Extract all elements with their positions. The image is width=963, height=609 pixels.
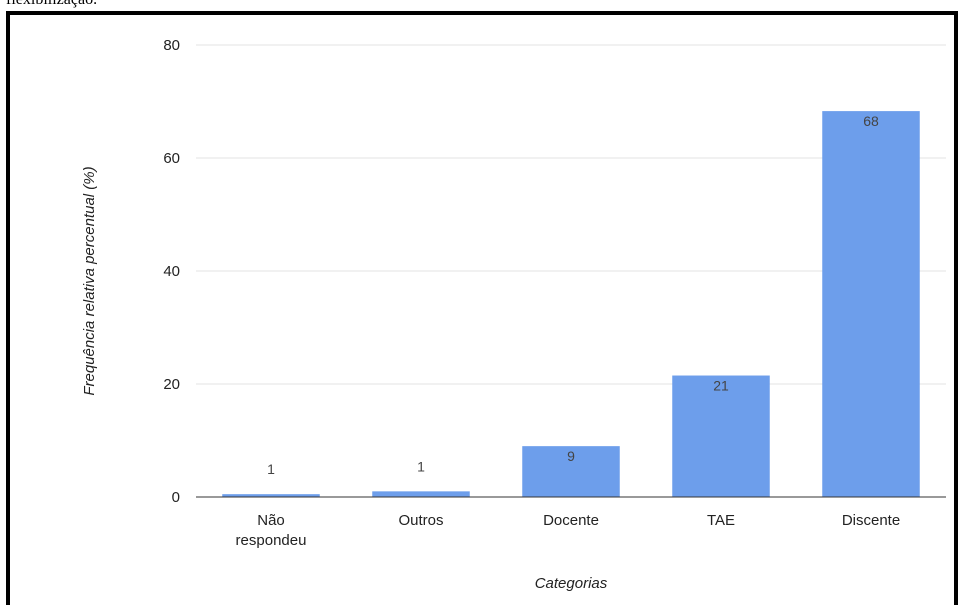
- grid-lines: [196, 44, 946, 385]
- page-text-fragment: flexibilização.: [6, 0, 97, 10]
- y-axis-title: Frequência relativa percentual (%): [81, 166, 98, 395]
- x-tick-label: Outros: [398, 512, 443, 529]
- x-axis-ticks: Não respondeu Outros Docente TAE Discente: [236, 512, 901, 549]
- x-tick-label: Docente: [543, 512, 599, 529]
- bar-data-label: 21: [713, 378, 729, 394]
- x-tick-label: TAE: [707, 512, 735, 529]
- bar: [822, 111, 920, 497]
- bar: [672, 375, 770, 497]
- y-tick-label: 80: [163, 37, 180, 54]
- bar-data-label: 1: [267, 461, 275, 477]
- x-axis-title: Categorias: [535, 575, 608, 592]
- y-tick-label: 60: [163, 150, 180, 167]
- chart-frame: 1 1 9 21 68 0 20 40 60 80 Não respondeu Outros Doce…: [6, 11, 958, 605]
- bar: [222, 494, 320, 497]
- bar: [372, 491, 470, 497]
- y-tick-label: 20: [163, 376, 180, 393]
- data-labels: 1 1 9 21 68: [267, 113, 879, 477]
- x-tick-label: Não respondeu: [236, 512, 307, 549]
- x-tick-label: Discente: [842, 512, 900, 529]
- y-axis-ticks: 0 20 40 60 80: [163, 37, 180, 506]
- bar: [522, 446, 620, 497]
- y-tick-label: 0: [172, 489, 180, 506]
- bar-data-label: 9: [567, 448, 575, 464]
- bars: [222, 111, 920, 497]
- bar-chart: 1 1 9 21 68 0 20 40 60 80 Não respondeu Outros Doce…: [81, 37, 946, 592]
- y-tick-label: 40: [163, 263, 180, 280]
- bar-data-label: 68: [863, 113, 879, 129]
- bar-data-label: 1: [417, 458, 425, 474]
